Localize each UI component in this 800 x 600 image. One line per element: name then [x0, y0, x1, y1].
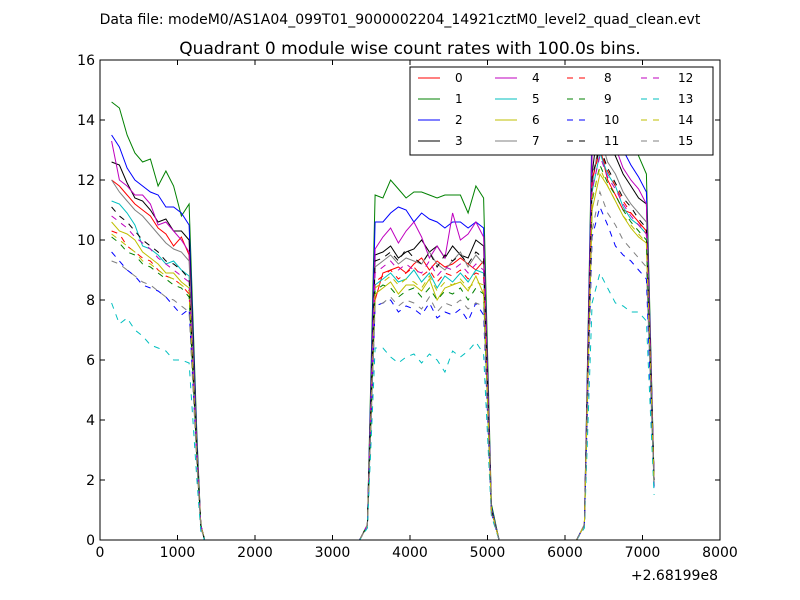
legend-item-7: 7 — [495, 134, 540, 148]
x-tick-label: 0 — [96, 545, 105, 561]
x-tick-label: 8000 — [702, 545, 738, 561]
legend-item-0: 0 — [418, 71, 463, 85]
y-tick-label: 14 — [77, 113, 95, 129]
legend-label: 10 — [604, 113, 619, 127]
legend-item-12: 12 — [641, 71, 693, 85]
legend-item-2: 2 — [418, 113, 463, 127]
x-tick-label: 3000 — [315, 545, 351, 561]
legend-label: 12 — [678, 71, 693, 85]
legend-label: 0 — [455, 71, 463, 85]
x-tick-label: 4000 — [392, 545, 428, 561]
legend-label: 6 — [532, 113, 540, 127]
legend-label: 9 — [604, 92, 612, 106]
figure-suptitle: Data file: modeM0/AS1A04_099T01_90000022… — [100, 12, 701, 28]
x-tick-label: 6000 — [547, 545, 583, 561]
y-tick-label: 10 — [77, 233, 95, 249]
series-line-10 — [111, 205, 655, 541]
series-line-6 — [111, 172, 655, 541]
x-axis-offset-label: +2.68199e8 — [631, 568, 718, 584]
legend-item-14: 14 — [641, 113, 693, 127]
series-line-5 — [111, 151, 655, 541]
legend-item-5: 5 — [495, 92, 540, 106]
series-line-9 — [111, 163, 655, 541]
x-tick-label: 2000 — [237, 545, 273, 561]
series-line-15 — [111, 190, 655, 541]
legend-label: 15 — [678, 134, 693, 148]
legend-item-1: 1 — [418, 92, 463, 106]
series-line-13 — [111, 271, 655, 541]
legend-item-8: 8 — [567, 71, 612, 85]
legend-item-13: 13 — [641, 92, 693, 106]
y-tick-label: 12 — [77, 173, 95, 189]
legend-item-9: 9 — [567, 92, 612, 106]
legend-label: 5 — [532, 92, 540, 106]
y-tick-label: 8 — [86, 293, 95, 309]
legend-label: 1 — [455, 92, 463, 106]
legend-item-3: 3 — [418, 134, 463, 148]
legend-label: 13 — [678, 92, 693, 106]
legend-frame — [409, 66, 714, 156]
series-line-14 — [111, 166, 655, 541]
legend-label: 8 — [604, 71, 612, 85]
x-tick-label: 5000 — [470, 545, 506, 561]
x-axis: 0 1000 2000 3000 4000 5000 6000 7000 8000 — [96, 60, 738, 561]
x-tick-label: 7000 — [625, 545, 661, 561]
legend-label: 14 — [678, 113, 693, 127]
y-tick-label: 0 — [86, 533, 95, 549]
legend-label: 11 — [604, 134, 619, 148]
series-line-7 — [111, 134, 655, 541]
x-tick-label: 1000 — [160, 545, 196, 561]
y-tick-label: 6 — [86, 353, 95, 369]
legend-item-11: 11 — [567, 134, 619, 148]
y-tick-label: 16 — [77, 53, 95, 69]
series-line-12 — [111, 154, 655, 541]
legend-label: 4 — [532, 71, 540, 85]
legend-item-10: 10 — [567, 113, 619, 127]
series-layer — [111, 82, 655, 541]
series-line-11 — [111, 145, 655, 541]
y-tick-label: 2 — [86, 473, 95, 489]
legend-label: 2 — [455, 113, 463, 127]
legend-label: 3 — [455, 134, 463, 148]
chart-title: Quadrant 0 module wise count rates with … — [179, 39, 640, 59]
legend-item-15: 15 — [641, 134, 693, 148]
y-tick-label: 4 — [86, 413, 95, 429]
legend-item-6: 6 — [495, 113, 540, 127]
legend-label: 7 — [532, 134, 540, 148]
legend-item-4: 4 — [495, 71, 540, 85]
